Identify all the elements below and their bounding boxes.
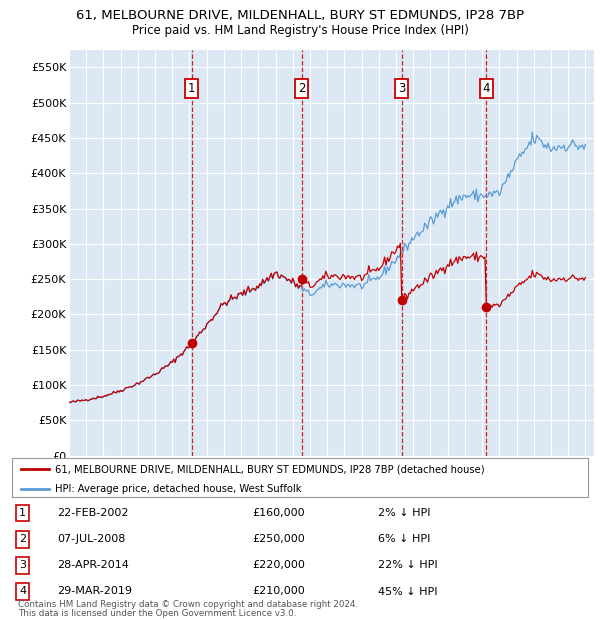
Text: Price paid vs. HM Land Registry's House Price Index (HPI): Price paid vs. HM Land Registry's House … — [131, 24, 469, 37]
Text: 45% ↓ HPI: 45% ↓ HPI — [378, 587, 437, 596]
Text: £250,000: £250,000 — [252, 534, 305, 544]
Text: 3: 3 — [19, 560, 26, 570]
Text: 22-FEB-2002: 22-FEB-2002 — [57, 508, 128, 518]
Text: 2: 2 — [19, 534, 26, 544]
Text: 4: 4 — [482, 82, 490, 95]
Text: 1: 1 — [188, 82, 196, 95]
Text: 1: 1 — [19, 508, 26, 518]
Text: 2% ↓ HPI: 2% ↓ HPI — [378, 508, 431, 518]
Text: 28-APR-2014: 28-APR-2014 — [57, 560, 129, 570]
Text: 2: 2 — [298, 82, 305, 95]
Text: This data is licensed under the Open Government Licence v3.0.: This data is licensed under the Open Gov… — [18, 609, 296, 618]
Text: 29-MAR-2019: 29-MAR-2019 — [57, 587, 132, 596]
Text: HPI: Average price, detached house, West Suffolk: HPI: Average price, detached house, West… — [55, 484, 302, 494]
Text: 3: 3 — [398, 82, 405, 95]
Text: 07-JUL-2008: 07-JUL-2008 — [57, 534, 125, 544]
Text: £220,000: £220,000 — [252, 560, 305, 570]
Text: £160,000: £160,000 — [252, 508, 305, 518]
Text: Contains HM Land Registry data © Crown copyright and database right 2024.: Contains HM Land Registry data © Crown c… — [18, 600, 358, 609]
Text: £210,000: £210,000 — [252, 587, 305, 596]
Text: 22% ↓ HPI: 22% ↓ HPI — [378, 560, 437, 570]
Text: 61, MELBOURNE DRIVE, MILDENHALL, BURY ST EDMUNDS, IP28 7BP: 61, MELBOURNE DRIVE, MILDENHALL, BURY ST… — [76, 9, 524, 22]
Text: 6% ↓ HPI: 6% ↓ HPI — [378, 534, 430, 544]
Text: 4: 4 — [19, 587, 26, 596]
Text: 61, MELBOURNE DRIVE, MILDENHALL, BURY ST EDMUNDS, IP28 7BP (detached house): 61, MELBOURNE DRIVE, MILDENHALL, BURY ST… — [55, 464, 485, 474]
